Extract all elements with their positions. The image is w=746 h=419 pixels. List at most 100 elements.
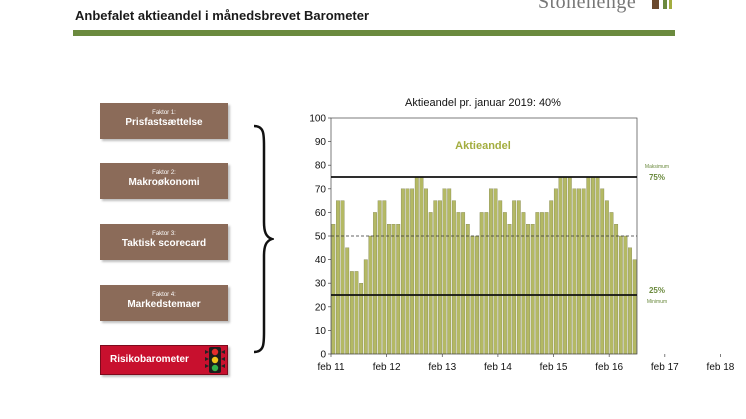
factor-number: Faktor 3:: [152, 231, 176, 237]
chart-bar: [553, 188, 558, 355]
chart-bar: [604, 200, 609, 355]
chart-bar: [410, 188, 415, 355]
chart-bar: [600, 188, 605, 355]
chart-bar: [479, 212, 484, 355]
chart-bar: [373, 212, 377, 355]
x-tick-label: feb 16: [595, 362, 623, 373]
chart-bar: [526, 224, 530, 355]
chart-bar: [447, 188, 452, 355]
chart-bar: [405, 188, 410, 355]
chart-bar: [572, 188, 577, 355]
chart-bar: [628, 247, 632, 355]
chart-bar: [451, 200, 456, 355]
chart-bar: [516, 200, 521, 355]
x-tick-label: feb 14: [484, 362, 512, 373]
y-tick-label: 100: [309, 114, 326, 125]
y-tick-label: 90: [315, 137, 327, 148]
chart-bar: [493, 188, 498, 355]
chart-bar: [424, 188, 428, 355]
chart-bar: [521, 212, 526, 355]
chart-bar: [535, 212, 540, 355]
chart-bar: [465, 224, 470, 355]
x-tick-label: feb 18: [707, 362, 735, 373]
chart-bar: [507, 224, 512, 355]
chart-bar: [336, 200, 340, 355]
chart-bar: [632, 259, 637, 355]
factor-label: Taktisk scorecard: [121, 238, 207, 249]
chart-bar: [387, 224, 391, 355]
factor-box-4[interactable]: Faktor 4: Markedstemaer: [100, 285, 228, 321]
y-tick-label: 50: [315, 232, 327, 243]
chart-bar: [498, 200, 503, 355]
chart-bar: [581, 188, 586, 355]
chart-bar: [456, 212, 461, 355]
chart-bar: [549, 200, 554, 355]
chart-bar: [396, 224, 401, 355]
reference-note: Maksimum: [645, 164, 669, 170]
factor-number: Faktor 2:: [152, 170, 176, 176]
reference-label: 25%: [649, 286, 665, 295]
x-tick-label: feb 12: [373, 362, 401, 373]
chart-bar: [438, 200, 442, 355]
chart-bar: [331, 224, 336, 355]
risk-barometer-label: Risikobarometer: [110, 354, 189, 365]
y-tick-label: 20: [315, 302, 327, 313]
logo-text: Stonehenge: [538, 0, 637, 13]
title-rule: [73, 30, 675, 36]
chart-bar: [544, 212, 549, 355]
chart-bar: [484, 212, 489, 355]
chart-bar: [614, 224, 619, 355]
y-tick-label: 40: [315, 255, 327, 266]
chart-bar: [558, 176, 563, 355]
chart-bar: [442, 188, 447, 355]
y-tick-label: 30: [315, 279, 327, 290]
chart-bar: [345, 247, 350, 355]
chart-bar: [461, 212, 466, 355]
chart-bar: [414, 176, 419, 355]
chart-bar: [512, 200, 517, 355]
chart-bar: [577, 188, 581, 355]
risk-barometer-button[interactable]: Risikobarometer: [100, 345, 228, 375]
factor-label: Prisfastsættelse: [125, 117, 203, 128]
slide-title: Anbefalet aktieandel i månedsbrevet Baro…: [75, 8, 370, 23]
chart-bar: [591, 176, 595, 355]
series-label: Aktieandel: [455, 140, 511, 152]
y-tick-label: 10: [315, 326, 327, 337]
chart-bar: [428, 212, 433, 355]
chart-bar: [433, 200, 438, 355]
traffic-light-icon: [205, 347, 225, 373]
factor-box-3[interactable]: Faktor 3: Taktisk scorecard: [100, 224, 228, 260]
chart-bar: [363, 259, 368, 355]
chart-bar: [567, 176, 572, 355]
factor-number: Faktor 1:: [152, 110, 176, 116]
chart-bar: [563, 176, 568, 355]
chart-bar: [586, 176, 591, 355]
factor-box-2[interactable]: Faktor 2: Makroøkonomi: [100, 163, 228, 199]
x-tick-label: feb 17: [651, 362, 679, 373]
y-tick-label: 70: [315, 184, 327, 195]
chart-bar: [377, 200, 382, 355]
chart-title: Aktieandel pr. januar 2019: 40%: [405, 97, 561, 109]
reference-label: 75%: [649, 173, 665, 182]
factor-label: Markedstemaer: [127, 299, 201, 310]
x-tick-label: feb 13: [428, 362, 456, 373]
factor-box-1[interactable]: Faktor 1: Prisfastsættelse: [100, 103, 228, 139]
chart-bar: [391, 224, 396, 355]
chart-bar: [540, 212, 544, 355]
logo-mark-icon: [652, 0, 672, 9]
x-tick-label: feb 11: [317, 362, 344, 373]
chart-bar: [382, 200, 387, 355]
factor-number: Faktor 4:: [152, 292, 176, 298]
chart-bar: [530, 224, 535, 355]
curly-brace: [253, 124, 274, 354]
chart-bar: [595, 176, 600, 355]
chart-bar: [609, 212, 614, 355]
y-tick-label: 0: [320, 350, 326, 361]
factor-label: Makroøkonomi: [128, 177, 200, 188]
chart-bar: [340, 200, 345, 355]
y-tick-label: 60: [315, 208, 327, 219]
chart-bar: [502, 212, 507, 355]
chart-bar: [400, 188, 405, 355]
chart-bar: [489, 188, 493, 355]
